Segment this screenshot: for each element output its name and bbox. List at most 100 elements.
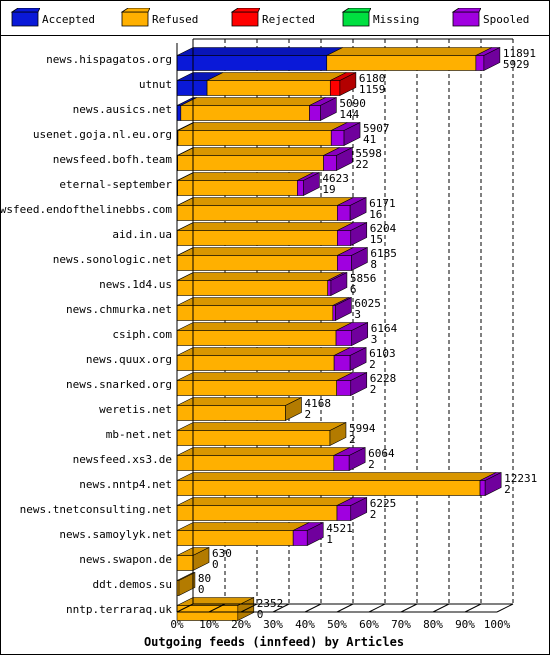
value-label-offered: 12231	[504, 472, 537, 485]
bar-row	[176, 472, 502, 496]
value-label-accepted: 1	[326, 533, 333, 546]
category-label: eternal-september	[59, 178, 172, 191]
bar-side	[349, 347, 367, 371]
category-label: aid.in.ua	[112, 228, 172, 241]
bar-side	[350, 372, 368, 396]
bar-side	[349, 197, 367, 221]
bar-segment-spooled	[333, 355, 351, 371]
bar-segment-spooled	[336, 380, 352, 396]
bar-segment-refused	[177, 280, 329, 296]
bar-top-accepted	[176, 47, 343, 56]
bars	[176, 47, 502, 621]
x-tick-label: 70%	[391, 618, 411, 631]
bar-side	[350, 497, 368, 521]
value-label-offered: 2352	[257, 597, 284, 610]
bar-segment-refused	[177, 205, 338, 221]
bar-row	[176, 247, 368, 271]
category-label: newsfeed.endofthelinebbs.com	[0, 203, 172, 216]
bar-side	[339, 72, 357, 96]
bar-segment-spooled	[323, 155, 337, 171]
bar-segment-spooled	[475, 55, 485, 71]
bar-top-refused	[176, 372, 353, 381]
bar-segment-accepted	[176, 105, 182, 121]
bar-row	[176, 272, 348, 296]
bar-row	[176, 347, 367, 371]
legend-swatch-accepted	[10, 8, 40, 27]
value-label-offered: 5090	[339, 97, 366, 110]
x-tick-label: 40%	[295, 618, 315, 631]
bar-segment-spooled	[333, 455, 350, 471]
category-label: usenet.goja.nl.eu.org	[33, 128, 172, 141]
bar-row	[176, 447, 366, 471]
category-label: news.sonologic.net	[53, 253, 172, 266]
category-label: news.quux.org	[86, 353, 172, 366]
bar-segment-refused	[326, 55, 477, 71]
bar-top-refused	[177, 172, 314, 181]
bar-row	[176, 72, 357, 96]
value-label-accepted: 0	[198, 583, 205, 596]
bar-row	[176, 297, 352, 321]
legend-label-refused: Refused	[152, 13, 199, 26]
value-label-accepted: 0	[212, 558, 219, 571]
bar-top-refused	[176, 422, 347, 431]
floor-tick	[336, 603, 354, 613]
bar-side	[335, 297, 352, 321]
value-label-accepted: 5929	[503, 58, 530, 71]
bar-row	[176, 497, 368, 521]
x-tick-label: 0%	[170, 618, 184, 631]
value-label-offered: 6180	[359, 72, 386, 85]
bar-top-refused	[176, 347, 351, 356]
bar-segment-spooled	[337, 230, 352, 246]
value-label-offered: 6228	[370, 372, 397, 385]
bar-row	[176, 172, 320, 196]
bar-top-refused	[177, 147, 340, 156]
category-label: news.hispagatos.org	[46, 53, 172, 66]
bar-side	[306, 522, 324, 546]
value-label-offered: 4521	[326, 522, 353, 535]
bar-segment-refused	[176, 555, 194, 571]
bar-side	[320, 97, 337, 121]
bar-segment-spooled	[330, 130, 345, 146]
legend-swatch-spooled	[451, 8, 481, 27]
bar-segment-refused	[176, 330, 337, 346]
bar-side	[329, 422, 347, 446]
x-axis-title: Outgoing feeds (innfeed) by Articles	[144, 635, 404, 649]
category-label: news.tnetconsulting.net	[20, 503, 172, 516]
value-label-offered: 6225	[370, 497, 397, 510]
category-label: news.chmurka.net	[66, 303, 172, 316]
legend-label-missing: Missing	[373, 13, 420, 26]
bar-segment-refused	[176, 505, 338, 521]
bar-top-refused	[176, 322, 353, 331]
bar-side	[351, 247, 368, 271]
value-label-offered: 4623	[322, 172, 349, 185]
category-label: news.snarked.org	[66, 378, 172, 391]
bar-side	[484, 472, 502, 496]
bar-segment-spooled	[335, 330, 353, 346]
x-tick-label: 10%	[199, 618, 219, 631]
x-tick-label: 60%	[359, 618, 379, 631]
legend-swatch-missing	[341, 8, 371, 27]
bar-side	[351, 322, 369, 346]
bar-top-refused	[176, 522, 310, 531]
value-label-offered: 4168	[304, 397, 331, 410]
floor-tick	[368, 603, 386, 613]
bar-row	[176, 397, 302, 421]
category-label: newsfeed.xs3.de	[73, 453, 172, 466]
category-label: news.1d4.us	[99, 278, 172, 291]
bar-segment-refused	[177, 130, 332, 146]
bar-row	[176, 322, 369, 346]
bar-segment-spooled	[336, 505, 352, 521]
bar-row	[176, 572, 196, 596]
value-label-accepted: 2	[504, 483, 511, 496]
bar-top-refused	[177, 247, 354, 256]
value-label-offered: 11891	[503, 47, 536, 60]
bar-side	[178, 572, 196, 596]
bar-side	[348, 447, 366, 471]
bar-segment-refused	[177, 180, 298, 196]
bar-row	[176, 147, 353, 171]
bar-segment-refused	[206, 80, 331, 96]
bar-side	[285, 397, 302, 421]
bar-top-refused	[177, 272, 344, 281]
legend-label-rejected: Rejected	[262, 13, 315, 26]
bar-segment-refused	[176, 480, 481, 496]
